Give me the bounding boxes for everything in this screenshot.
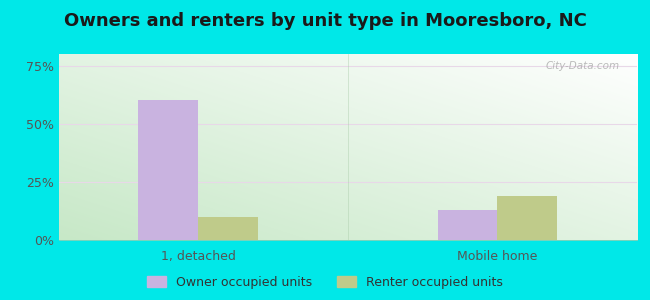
Legend: Owner occupied units, Renter occupied units: Owner occupied units, Renter occupied un…	[142, 271, 508, 294]
Bar	[138, 100, 198, 240]
Text: Owners and renters by unit type in Mooresboro, NC: Owners and renters by unit type in Moore…	[64, 12, 586, 30]
Bar	[497, 196, 557, 240]
Bar	[198, 217, 258, 240]
Text: City-Data.com: City-Data.com	[545, 61, 619, 71]
Bar	[437, 210, 497, 240]
